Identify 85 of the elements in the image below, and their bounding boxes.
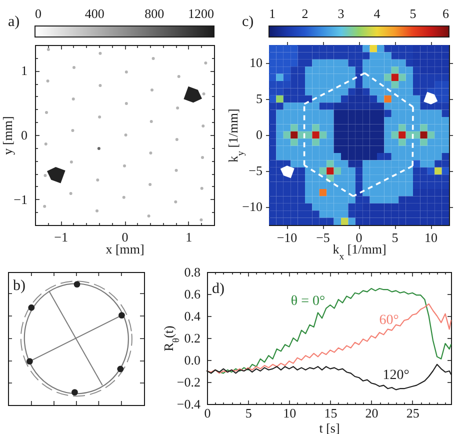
series-label: θ = 0° — [290, 294, 326, 309]
point — [72, 66, 76, 69]
point — [150, 88, 154, 92]
point — [200, 156, 204, 159]
x-tick-label: 0 — [122, 230, 128, 244]
point — [71, 129, 74, 132]
y-tick-label: −5 — [248, 163, 262, 178]
y-tick-label: −0.4 — [176, 396, 201, 412]
point — [98, 116, 102, 118]
point — [149, 152, 152, 154]
point — [177, 75, 180, 78]
series-label: 60° — [379, 313, 399, 328]
color-bar-label: 1200 — [188, 6, 214, 21]
y-tick-label: 10 — [250, 55, 262, 70]
point — [150, 120, 153, 123]
x-tick-label: 10 — [424, 230, 438, 245]
point — [44, 174, 47, 177]
color-bar-label: 3 — [338, 6, 344, 21]
point — [176, 106, 180, 110]
y-tick-label: −0.2 — [176, 374, 200, 390]
y-tick-label: 0.6 — [184, 286, 201, 302]
color-bar-label: 6 — [442, 6, 450, 21]
y-tick-label: 0.2 — [184, 330, 200, 346]
text: c) — [242, 14, 254, 30]
x-tick-label: 5 — [392, 230, 398, 245]
point — [152, 57, 155, 60]
y-tick-label: 0 — [21, 128, 28, 142]
color-bar-label: 1 — [269, 6, 276, 21]
point — [123, 164, 126, 168]
color-bar-label: 0 — [35, 6, 42, 21]
point — [124, 102, 128, 105]
x-tick-label: −5 — [316, 230, 330, 245]
point — [43, 204, 46, 208]
y-tick-label: 5 — [256, 91, 262, 106]
y-tick-label: 0.4 — [184, 308, 201, 324]
point — [96, 209, 99, 212]
x-axis-title: t [s] — [319, 420, 340, 434]
point — [200, 186, 204, 190]
point — [174, 200, 178, 204]
color-bar-label: 5 — [410, 6, 416, 21]
point — [44, 142, 48, 146]
y-axis-title: y [mm] — [0, 116, 15, 155]
series-label: 120° — [382, 368, 410, 383]
point — [46, 48, 50, 51]
x-tick-label: 20 — [365, 406, 378, 420]
point — [124, 134, 128, 136]
x-axis-title: x [mm] — [106, 242, 144, 256]
point — [148, 183, 152, 186]
color-bar-label: 400 — [84, 6, 104, 21]
x-tick-label: 15 — [324, 406, 338, 420]
y-tick-label: 1 — [21, 63, 28, 78]
point — [175, 138, 178, 141]
point — [204, 62, 208, 64]
text: a) — [8, 14, 20, 30]
y-tick-label: 0.8 — [184, 264, 200, 280]
x-tick-label: 0 — [204, 406, 211, 420]
point — [70, 160, 73, 164]
point — [202, 92, 206, 96]
point — [200, 218, 203, 222]
y-tick-label: 0 — [256, 127, 262, 142]
annotation: d) — [212, 281, 224, 297]
y-tick-label: 0.0 — [184, 352, 200, 368]
point — [46, 80, 50, 82]
point — [122, 196, 126, 199]
point — [147, 214, 150, 218]
x-tick-label: −10 — [276, 230, 298, 245]
point — [98, 52, 102, 55]
y-tick-label: −1 — [14, 192, 28, 207]
text: b) — [13, 278, 26, 294]
point — [69, 192, 72, 195]
color-bar-label: 4 — [374, 6, 381, 21]
y-tick-label: −10 — [242, 199, 262, 214]
x-tick-label: 25 — [406, 406, 420, 420]
color-bar-label: 800 — [144, 6, 164, 21]
point — [202, 124, 205, 128]
point — [174, 168, 178, 172]
point — [124, 70, 128, 74]
color-bar-label: 2 — [302, 6, 308, 21]
point — [96, 178, 100, 182]
x-tick-label: −1 — [54, 230, 68, 244]
point — [98, 84, 102, 87]
point — [97, 147, 100, 150]
x-tick-label: 10 — [283, 406, 296, 420]
point — [72, 98, 75, 100]
point — [45, 111, 48, 114]
